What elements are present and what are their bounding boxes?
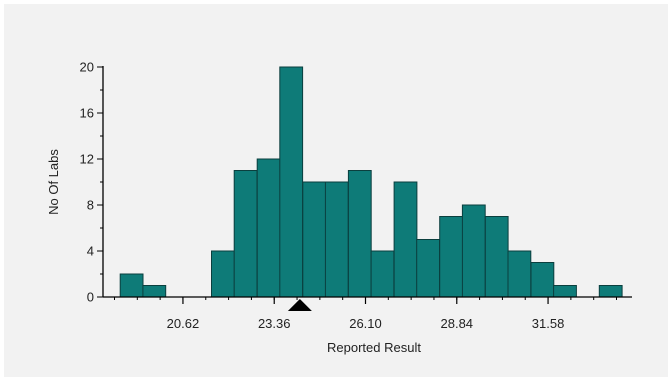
histogram-bar [211, 250, 235, 298]
x-tick-label: 28.84 [441, 316, 474, 331]
histogram-bar [553, 285, 577, 298]
y-tick-label: 0 [87, 290, 94, 305]
histogram-bar [347, 170, 372, 298]
y-tick-label: 12 [80, 152, 94, 167]
histogram-bar [393, 181, 418, 298]
bars-group [119, 66, 623, 298]
x-axis-title: Reported Result [327, 340, 421, 355]
y-tick-label: 20 [80, 60, 94, 75]
chart-background: 0 4 8 12 16 20 20.62 23.36 26.10 28.84 31.58 No Of… [4, 4, 668, 377]
histogram-bar [279, 66, 304, 298]
y-tick-label: 8 [87, 198, 94, 213]
histogram-bar [507, 250, 532, 298]
histogram-bar [461, 204, 486, 298]
x-tick-label: 23.36 [258, 316, 291, 331]
y-tick-label: 4 [87, 244, 94, 259]
histogram-bar [439, 216, 464, 298]
histogram-bar [484, 216, 509, 298]
histogram-bar [598, 285, 623, 298]
histogram-bar [302, 181, 327, 298]
histogram-chart: 0 4 8 12 16 20 20.62 23.36 26.10 28.84 31.58 No Of… [46, 60, 632, 355]
histogram-bar [233, 170, 258, 298]
x-tick-label: 31.58 [532, 316, 565, 331]
histogram-bar [530, 262, 555, 298]
x-tick-label: 20.62 [167, 316, 200, 331]
x-tick-label: 26.10 [349, 316, 382, 331]
reference-value-marker [287, 299, 312, 311]
histogram-bar [370, 250, 395, 298]
histogram-bar [142, 285, 167, 298]
histogram-bar [119, 273, 144, 298]
histogram-bar [256, 158, 281, 298]
axes-group: 0 4 8 12 16 20 20.62 23.36 26.10 28.84 31.58 [80, 60, 632, 331]
histogram-bar [416, 239, 441, 298]
histogram-bar [324, 181, 349, 298]
y-tick-label: 16 [80, 106, 94, 121]
y-axis-title: No Of Labs [46, 149, 61, 215]
